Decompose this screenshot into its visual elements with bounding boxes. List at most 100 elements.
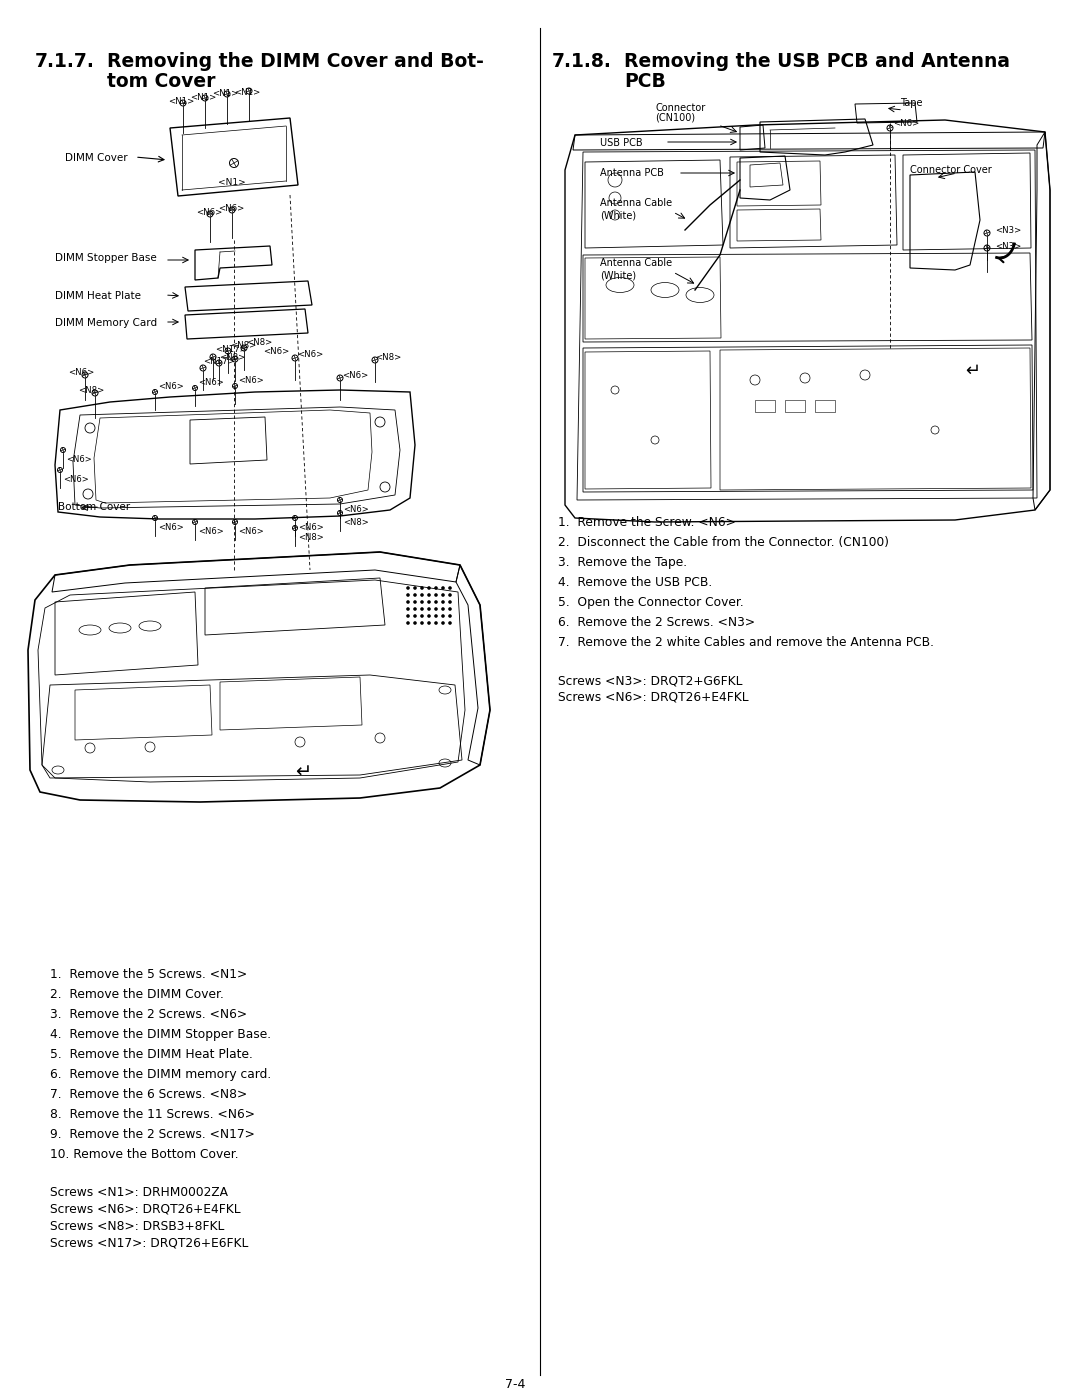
Text: (CN100): (CN100) bbox=[654, 113, 696, 123]
Text: 5.  Open the Connector Cover.: 5. Open the Connector Cover. bbox=[558, 597, 744, 609]
Circle shape bbox=[428, 615, 431, 617]
Circle shape bbox=[434, 594, 437, 597]
Text: <N6>: <N6> bbox=[66, 455, 92, 464]
Circle shape bbox=[414, 615, 417, 617]
Text: <N17>: <N17> bbox=[203, 358, 234, 366]
Text: <N6>: <N6> bbox=[238, 376, 264, 386]
Text: <N1>: <N1> bbox=[190, 94, 216, 102]
Text: 4.  Remove the DIMM Stopper Base.: 4. Remove the DIMM Stopper Base. bbox=[50, 1028, 271, 1041]
Text: ↵: ↵ bbox=[966, 362, 981, 380]
Text: 7.  Remove the 2 white Cables and remove the Antenna PCB.: 7. Remove the 2 white Cables and remove … bbox=[558, 636, 934, 650]
Text: (White): (White) bbox=[600, 210, 636, 219]
Circle shape bbox=[448, 615, 451, 617]
Text: <N6>: <N6> bbox=[342, 372, 368, 380]
Circle shape bbox=[448, 601, 451, 604]
Text: <N1>: <N1> bbox=[234, 88, 260, 96]
Text: USB PCB: USB PCB bbox=[600, 138, 643, 148]
Circle shape bbox=[414, 622, 417, 624]
Text: <N8>: <N8> bbox=[375, 353, 402, 362]
Circle shape bbox=[406, 594, 409, 597]
Text: 7.1.8.: 7.1.8. bbox=[552, 52, 612, 71]
Text: <N6>: <N6> bbox=[68, 367, 94, 377]
Circle shape bbox=[448, 622, 451, 624]
Text: Removing the USB PCB and Antenna: Removing the USB PCB and Antenna bbox=[624, 52, 1010, 71]
Circle shape bbox=[448, 594, 451, 597]
Text: <N6>: <N6> bbox=[298, 522, 324, 532]
Circle shape bbox=[406, 622, 409, 624]
Text: <N8>: <N8> bbox=[219, 353, 245, 362]
Circle shape bbox=[406, 608, 409, 610]
Text: 10. Remove the Bottom Cover.: 10. Remove the Bottom Cover. bbox=[50, 1148, 239, 1161]
Circle shape bbox=[428, 587, 431, 590]
Text: <N17>: <N17> bbox=[215, 345, 246, 353]
Text: 2.  Remove the DIMM Cover.: 2. Remove the DIMM Cover. bbox=[50, 988, 224, 1002]
Text: <N3>: <N3> bbox=[995, 242, 1022, 251]
Circle shape bbox=[442, 601, 445, 604]
Text: 4.  Remove the USB PCB.: 4. Remove the USB PCB. bbox=[558, 576, 712, 590]
Text: <N8>: <N8> bbox=[78, 386, 105, 395]
Text: <N6>: <N6> bbox=[218, 204, 244, 212]
Circle shape bbox=[428, 608, 431, 610]
Text: 6.  Remove the 2 Screws. <N3>: 6. Remove the 2 Screws. <N3> bbox=[558, 616, 755, 629]
Circle shape bbox=[420, 601, 423, 604]
Text: Screws <N3>: DRQT2+G6FKL: Screws <N3>: DRQT2+G6FKL bbox=[558, 673, 743, 687]
Circle shape bbox=[434, 601, 437, 604]
Text: 1.  Remove the 5 Screws. <N1>: 1. Remove the 5 Screws. <N1> bbox=[50, 968, 247, 981]
Text: <N6>: <N6> bbox=[158, 381, 184, 391]
Text: <N6>: <N6> bbox=[195, 208, 222, 217]
Text: <N6>: <N6> bbox=[198, 527, 224, 536]
Text: (White): (White) bbox=[600, 270, 636, 279]
Text: Tape: Tape bbox=[900, 98, 922, 108]
Text: <N6>: <N6> bbox=[297, 351, 323, 359]
Circle shape bbox=[428, 594, 431, 597]
Circle shape bbox=[406, 587, 409, 590]
Text: Screws <N17>: DRQT26+E6FKL: Screws <N17>: DRQT26+E6FKL bbox=[50, 1236, 248, 1250]
Circle shape bbox=[442, 587, 445, 590]
Text: <N1>: <N1> bbox=[168, 96, 194, 106]
Text: Screws <N1>: DRHM0002ZA: Screws <N1>: DRHM0002ZA bbox=[50, 1186, 228, 1199]
Text: DIMM Memory Card: DIMM Memory Card bbox=[55, 319, 157, 328]
Text: Screws <N6>: DRQT26+E4FKL: Screws <N6>: DRQT26+E4FKL bbox=[50, 1203, 241, 1215]
Text: Antenna Cable: Antenna Cable bbox=[600, 258, 672, 268]
Text: <N6>: <N6> bbox=[63, 475, 89, 483]
Text: 9.  Remove the 2 Screws. <N17>: 9. Remove the 2 Screws. <N17> bbox=[50, 1127, 255, 1141]
Text: Antenna Cable: Antenna Cable bbox=[600, 198, 672, 208]
Text: Connector Cover: Connector Cover bbox=[910, 165, 991, 175]
Text: <N6>: <N6> bbox=[893, 119, 919, 129]
Circle shape bbox=[448, 587, 451, 590]
Text: 2.  Disconnect the Cable from the Connector. (CN100): 2. Disconnect the Cable from the Connect… bbox=[558, 536, 889, 549]
Circle shape bbox=[420, 622, 423, 624]
Text: Bottom Cover: Bottom Cover bbox=[58, 502, 130, 511]
Circle shape bbox=[420, 615, 423, 617]
Circle shape bbox=[442, 594, 445, 597]
Circle shape bbox=[420, 594, 423, 597]
Bar bbox=[785, 400, 805, 412]
Circle shape bbox=[420, 587, 423, 590]
Circle shape bbox=[406, 615, 409, 617]
Text: DIMM Cover: DIMM Cover bbox=[65, 154, 127, 163]
Text: PCB: PCB bbox=[624, 73, 666, 91]
Circle shape bbox=[434, 608, 437, 610]
Text: <N6>: <N6> bbox=[264, 346, 289, 356]
Circle shape bbox=[428, 622, 431, 624]
Text: 8.  Remove the 11 Screws. <N6>: 8. Remove the 11 Screws. <N6> bbox=[50, 1108, 255, 1120]
Circle shape bbox=[448, 608, 451, 610]
Circle shape bbox=[428, 601, 431, 604]
Text: Screws <N8>: DRSB3+8FKL: Screws <N8>: DRSB3+8FKL bbox=[50, 1220, 225, 1234]
Circle shape bbox=[434, 615, 437, 617]
Text: <N8>: <N8> bbox=[246, 338, 272, 346]
Text: <N3>: <N3> bbox=[995, 226, 1022, 235]
Text: 3.  Remove the Tape.: 3. Remove the Tape. bbox=[558, 556, 687, 569]
Circle shape bbox=[434, 622, 437, 624]
Text: Antenna PCB: Antenna PCB bbox=[600, 168, 664, 177]
Text: Screws <N6>: DRQT26+E4FKL: Screws <N6>: DRQT26+E4FKL bbox=[558, 692, 748, 704]
Text: Connector: Connector bbox=[654, 103, 705, 113]
Circle shape bbox=[442, 615, 445, 617]
Text: 5.  Remove the DIMM Heat Plate.: 5. Remove the DIMM Heat Plate. bbox=[50, 1048, 253, 1060]
Text: <N8>: <N8> bbox=[298, 534, 324, 542]
Text: Removing the DIMM Cover and Bot-: Removing the DIMM Cover and Bot- bbox=[107, 52, 484, 71]
Text: <N6>: <N6> bbox=[158, 522, 184, 532]
Text: 7.1.7.: 7.1.7. bbox=[35, 52, 95, 71]
Text: ↵: ↵ bbox=[295, 763, 311, 782]
Text: 7-4: 7-4 bbox=[504, 1377, 525, 1391]
